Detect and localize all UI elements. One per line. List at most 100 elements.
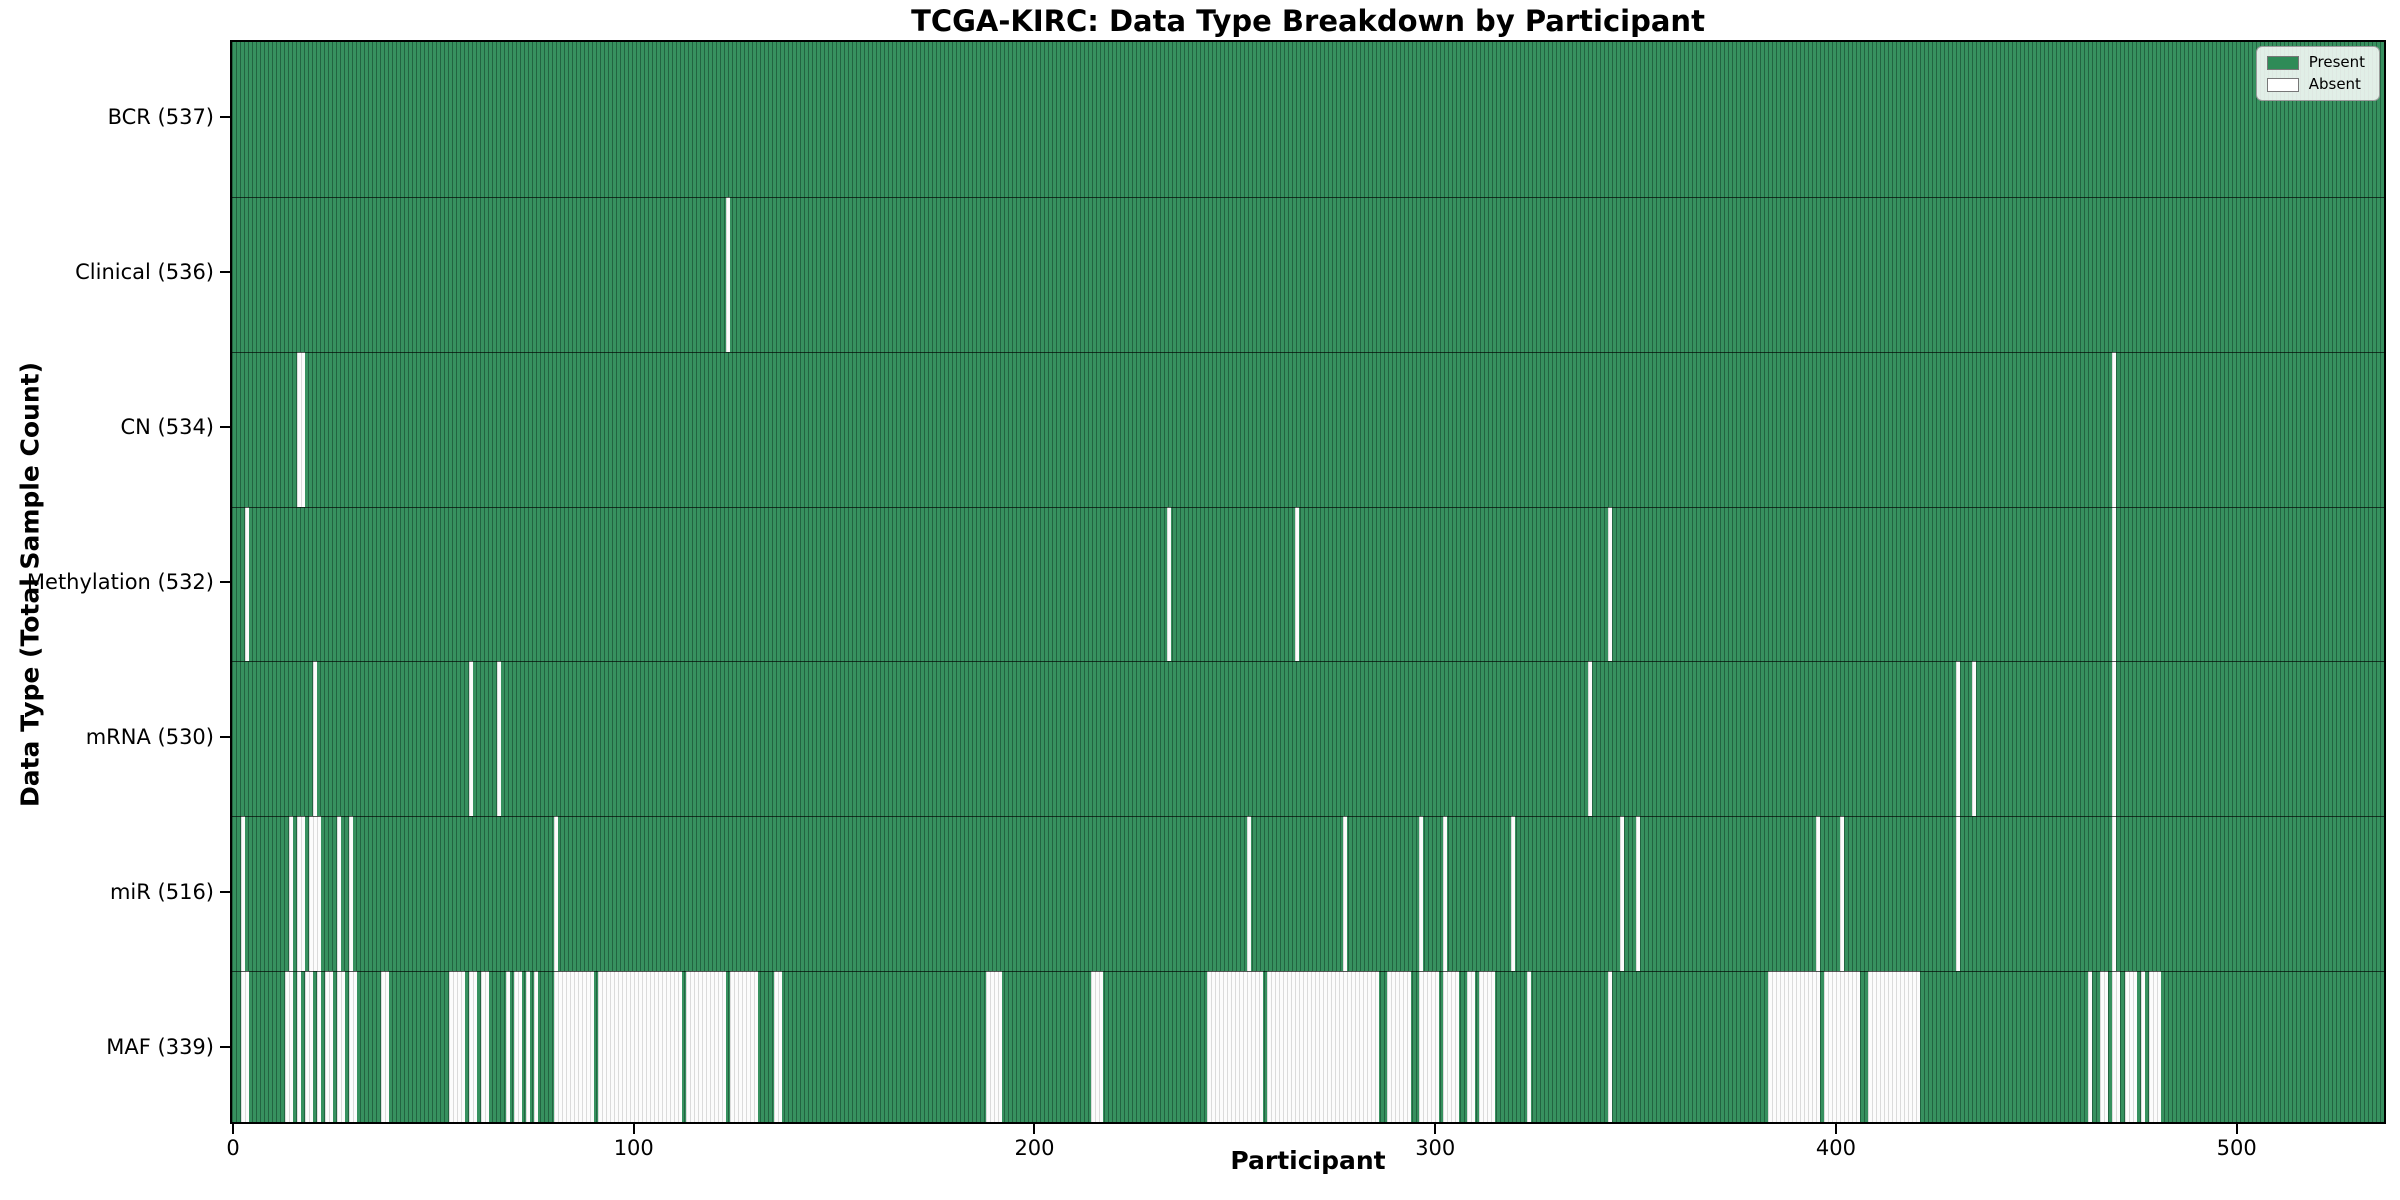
absent-stripe: [1419, 816, 1424, 972]
absent-stripe: [2088, 971, 2093, 1122]
absent-stripe: [1527, 971, 1532, 1122]
absent-stripe: [597, 971, 682, 1122]
absent-stripe: [1956, 816, 1961, 972]
x-tick-label: 500: [2216, 1136, 2257, 1160]
row-miR: [232, 816, 2384, 972]
legend-label-present: Present: [2308, 53, 2365, 71]
absent-stripe: [349, 971, 358, 1122]
y-tick-mark: [220, 426, 230, 429]
absent-stripe: [285, 971, 294, 1122]
absent-stripe: [1767, 971, 1820, 1122]
absent-stripe: [337, 971, 346, 1122]
absent-stripe: [774, 971, 782, 1122]
row-separator: [232, 661, 2384, 663]
x-tick-mark: [2235, 1124, 2238, 1134]
x-tick-mark: [1434, 1124, 1437, 1134]
y-tick-mark: [220, 1045, 230, 1048]
absent-stripe: [1956, 661, 1961, 817]
absent-stripe: [2112, 816, 2117, 972]
absent-stripe: [449, 971, 466, 1122]
absent-stripe: [497, 661, 502, 817]
row-separator: [232, 816, 2384, 818]
y-tick-label: BCR (537): [107, 105, 214, 130]
absent-stripe: [1166, 506, 1171, 662]
y-tick-label: Methylation (532): [26, 570, 214, 594]
absent-stripe: [2112, 661, 2117, 817]
x-tick-mark: [1033, 1124, 1036, 1134]
absent-stripe: [2140, 971, 2145, 1122]
legend: Present Absent: [2255, 46, 2380, 101]
absent-stripe: [1587, 661, 1592, 817]
absent-stripe: [1266, 971, 1380, 1122]
y-tick-label: miR (516): [109, 879, 214, 904]
absent-stripe: [1839, 816, 1844, 972]
absent-stripe: [297, 351, 306, 507]
absent-stripe: [241, 971, 250, 1122]
absent-stripe: [1443, 816, 1448, 972]
absent-stripe: [325, 971, 334, 1122]
x-tick-mark: [632, 1124, 635, 1134]
absent-stripe: [2112, 351, 2117, 507]
absent-stripe: [1607, 971, 1612, 1122]
absent-stripe: [2112, 971, 2121, 1122]
absent-stripe: [2100, 971, 2109, 1122]
absent-stripe: [1246, 816, 1251, 972]
absent-stripe: [1479, 971, 1496, 1122]
absent-stripe: [1343, 816, 1348, 972]
x-tick-label: 0: [226, 1136, 240, 1160]
row-BCR: [232, 42, 2384, 197]
y-tick-label: mRNA (530): [85, 724, 214, 749]
absent-stripe: [513, 971, 522, 1122]
y-tick-mark: [220, 271, 230, 274]
present-swatch-icon: [2266, 55, 2299, 70]
row-CN: [232, 351, 2384, 507]
absent-stripe: [2148, 971, 2161, 1122]
row-MAF: [232, 971, 2384, 1122]
row-separator: [232, 196, 2384, 198]
absent-stripe: [245, 506, 250, 662]
absent-stripe: [1387, 971, 1412, 1122]
x-tick-mark: [232, 1124, 234, 1134]
absent-stripe: [533, 971, 538, 1122]
absent-stripe: [553, 971, 594, 1122]
y-tick-mark: [220, 735, 230, 738]
chart-title: TCGA-KIRC: Data Type Breakdown by Partic…: [911, 4, 1705, 38]
y-tick-label: CN (534): [120, 415, 214, 440]
absent-stripe: [525, 971, 530, 1122]
absent-stripe: [2124, 971, 2137, 1122]
absent-stripe: [685, 971, 726, 1122]
absent-stripe: [337, 816, 342, 972]
absent-stripe: [2112, 506, 2117, 662]
x-tick-label: 200: [1014, 1136, 1055, 1160]
absent-stripe: [1467, 971, 1476, 1122]
y-tick-label: MAF (339): [106, 1034, 214, 1059]
absent-stripe: [1294, 506, 1299, 662]
row-Methylation: [232, 506, 2384, 662]
absent-stripe: [725, 196, 730, 352]
absent-stripe: [469, 661, 474, 817]
absent-stripe: [481, 971, 490, 1122]
y-tick-mark: [220, 116, 230, 119]
row-separator: [232, 506, 2384, 508]
y-tick-mark: [220, 890, 230, 893]
absent-stripe: [289, 816, 294, 972]
absent-stripe: [1823, 971, 1861, 1122]
legend-item-absent: Absent: [2266, 75, 2365, 93]
x-axis-label: Participant: [1230, 1146, 1386, 1175]
absent-stripe: [1419, 971, 1440, 1122]
legend-label-absent: Absent: [2308, 75, 2361, 93]
x-tick-label: 300: [1415, 1136, 1456, 1160]
absent-stripe: [317, 971, 322, 1122]
absent-stripe: [313, 661, 318, 817]
row-separator: [232, 351, 2384, 353]
legend-item-present: Present: [2266, 53, 2365, 71]
absent-stripe: [1206, 971, 1263, 1122]
absent-swatch-icon: [2266, 77, 2299, 92]
absent-stripe: [986, 971, 1003, 1122]
y-tick-mark: [220, 581, 230, 583]
absent-stripe: [1443, 971, 1460, 1122]
absent-stripe: [505, 971, 510, 1122]
absent-stripe: [469, 971, 478, 1122]
absent-stripe: [1868, 971, 1921, 1122]
absent-stripe: [1511, 816, 1516, 972]
